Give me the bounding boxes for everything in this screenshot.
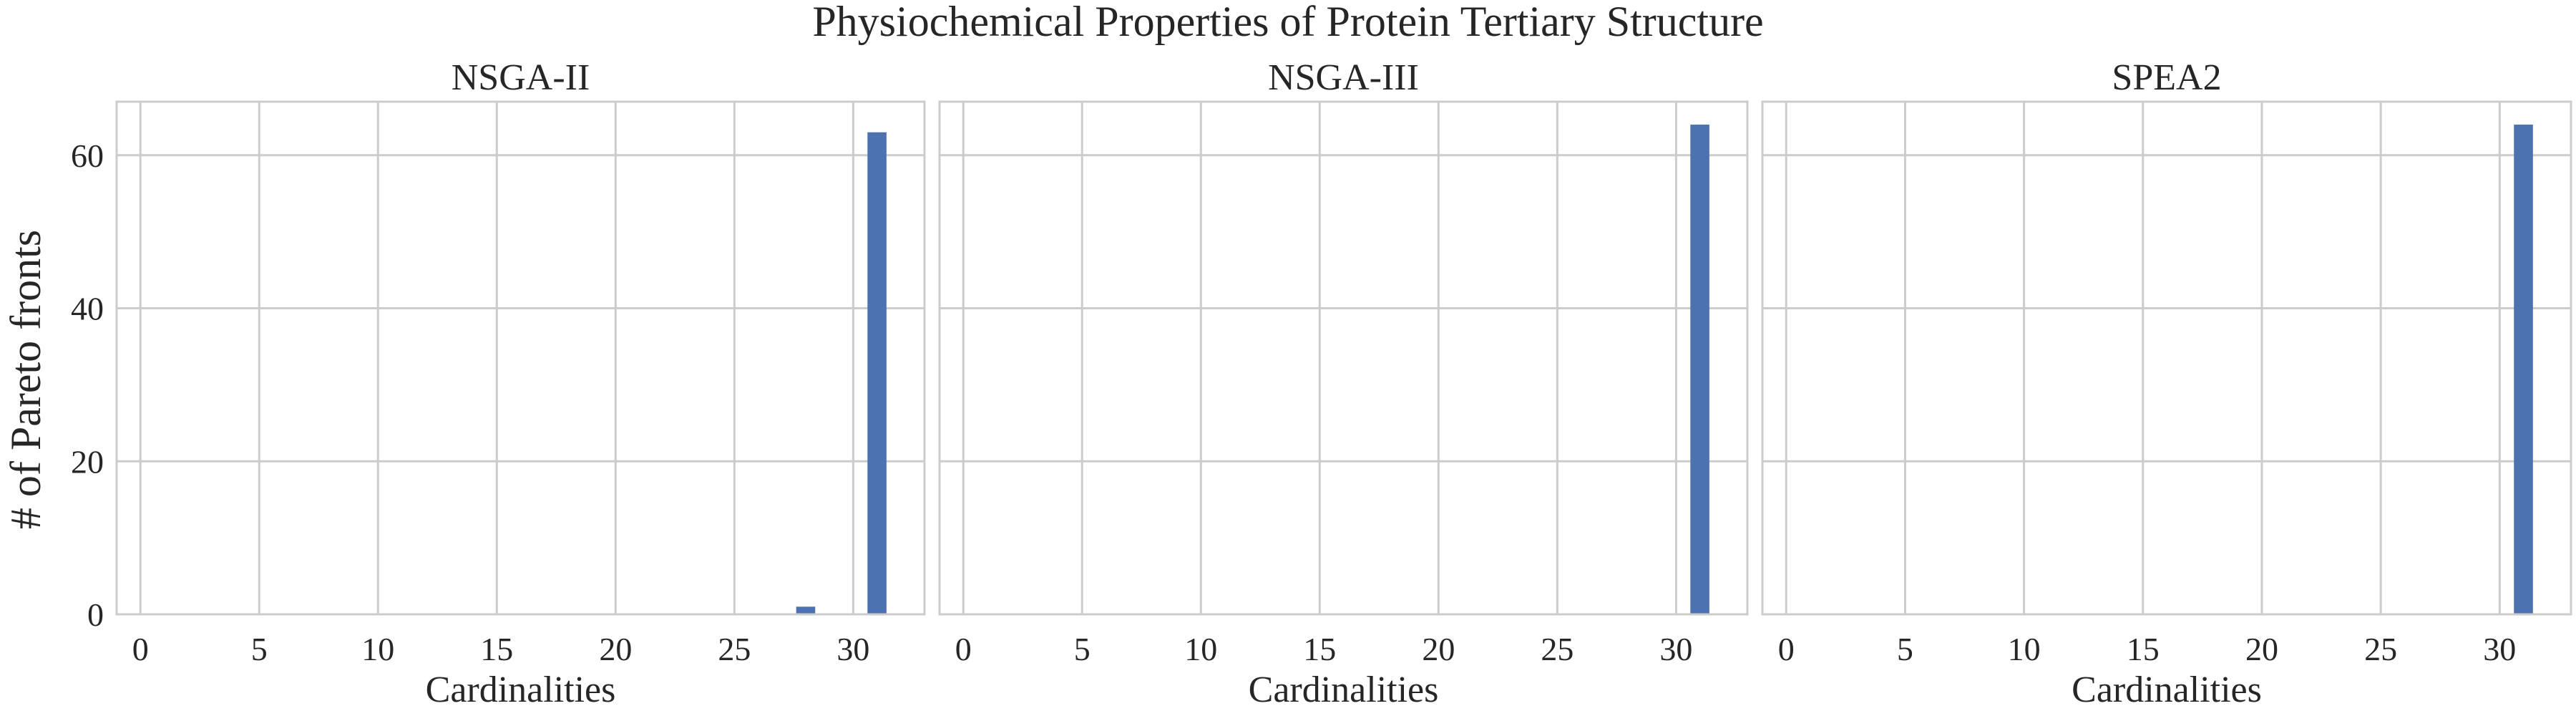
y-tick-label: 0 [87, 596, 104, 633]
x-tick-label: 10 [1184, 631, 1217, 667]
bar [1690, 125, 1709, 615]
x-tick-label: 0 [955, 631, 972, 667]
x-tick-label: 25 [1541, 631, 1574, 667]
chart-title: Physiochemical Properties of Protein Ter… [812, 0, 1763, 45]
x-tick-label: 15 [2127, 631, 2160, 667]
x-axis-label: Cardinalities [426, 669, 616, 710]
x-tick-label: 5 [1074, 631, 1091, 667]
bar [2514, 125, 2533, 615]
subplot-title: SPEA2 [2112, 57, 2221, 98]
x-tick-label: 30 [1659, 631, 1692, 667]
x-tick-label: 10 [2008, 631, 2041, 667]
subplot-title: NSGA-II [452, 57, 590, 98]
panel-frame [115, 100, 926, 616]
x-tick-label: 25 [718, 631, 751, 667]
x-tick-label: 10 [361, 631, 394, 667]
bar [796, 606, 816, 614]
panel-frame [938, 100, 1749, 616]
x-tick-label: 20 [599, 631, 632, 667]
x-axis-label: Cardinalities [2072, 669, 2262, 710]
y-axis-label: # of Pareto fronts [2, 230, 49, 529]
x-tick-label: 20 [2245, 631, 2278, 667]
x-tick-label: 20 [1422, 631, 1455, 667]
x-axis-label: Cardinalities [1249, 669, 1439, 710]
y-tick-label: 40 [71, 291, 104, 327]
x-tick-label: 0 [132, 631, 149, 667]
x-tick-label: 15 [1303, 631, 1336, 667]
bar [867, 132, 887, 614]
y-tick-label: 60 [71, 137, 104, 174]
x-tick-label: 25 [2364, 631, 2397, 667]
panel-frame [1761, 100, 2572, 616]
x-tick-label: 30 [2483, 631, 2516, 667]
x-tick-label: 0 [1778, 631, 1795, 667]
x-tick-label: 15 [480, 631, 513, 667]
subplot-title: NSGA-III [1268, 57, 1419, 98]
x-tick-label: 30 [836, 631, 869, 667]
x-tick-label: 5 [251, 631, 268, 667]
y-tick-label: 20 [71, 443, 104, 480]
x-tick-label: 5 [1897, 631, 1913, 667]
